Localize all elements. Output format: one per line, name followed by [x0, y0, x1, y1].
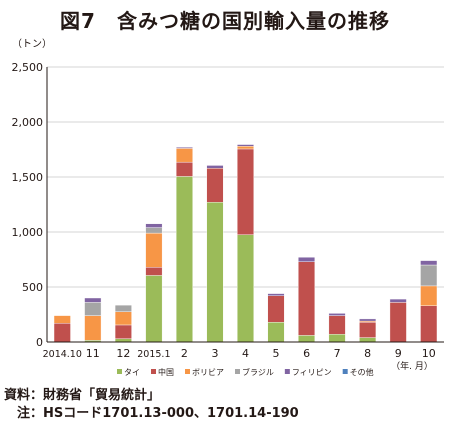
bar-segment — [237, 148, 254, 235]
bar-segment — [298, 335, 316, 343]
bar-segment — [175, 176, 193, 343]
bar-segment — [389, 298, 407, 303]
y-tick-label: 0 — [36, 336, 43, 349]
bar-segment — [359, 337, 377, 343]
axes — [46, 67, 444, 343]
y-tick-label: 2,000 — [12, 116, 44, 129]
x-tick-label: 2014.10 — [43, 349, 82, 360]
legend-label: その他 — [350, 367, 374, 377]
bar-segment — [267, 295, 285, 323]
bar-segment — [145, 227, 163, 234]
y-tick-label: 1,500 — [12, 171, 44, 184]
bar-segment — [175, 161, 193, 177]
x-tick-label: 5 — [273, 347, 280, 360]
bar-segment — [328, 334, 346, 343]
legend-swatch — [117, 369, 122, 374]
bar-segment — [114, 311, 132, 326]
bar-segment — [114, 304, 132, 312]
legend-swatch — [342, 369, 348, 374]
legend-swatch — [185, 369, 190, 374]
bar-segment — [237, 144, 254, 147]
bar-segment — [420, 264, 438, 287]
bar-segment — [175, 148, 193, 163]
y-tick-labels: 0 500 1,000 1,500 2,000 2,500 — [12, 61, 44, 349]
x-tick-label: 4 — [242, 347, 249, 360]
bar-segment — [206, 165, 224, 169]
x-tick-label: 6 — [303, 347, 310, 360]
x-tick-label: 9 — [395, 347, 402, 360]
bar-segment — [267, 322, 285, 343]
legend-label: ブラジル — [242, 367, 274, 377]
x-tick-label: 12 — [116, 347, 130, 360]
stacked-bar-chart: （トン） 0 500 1,000 1,500 2,000 2,500 2014.10 11 1… — [12, 38, 444, 377]
bar-segment — [389, 302, 407, 343]
bar-segment — [267, 293, 285, 297]
bar-segment — [206, 167, 224, 203]
x-tick-label: 8 — [364, 347, 371, 360]
bar-segment — [145, 275, 163, 343]
bars — [53, 144, 438, 343]
x-axis-unit-label: （年. 月） — [391, 360, 433, 372]
bar-segment — [84, 302, 102, 316]
bar-segment — [237, 234, 254, 343]
bar-segment — [145, 267, 163, 276]
bar-segment — [84, 315, 102, 341]
y-axis-unit-label: （トン） — [12, 38, 52, 50]
x-tick-label: 11 — [86, 347, 100, 360]
chart-title: 図7 含みつ糖の国別輸入量の推移 — [60, 9, 390, 33]
y-tick-label: 2,500 — [12, 61, 44, 74]
x-tick-label: 3 — [211, 347, 218, 360]
y-tick-label: 1,000 — [12, 226, 44, 239]
bar-segment — [145, 223, 163, 228]
bar-segment — [298, 257, 316, 262]
x-tick-label: 7 — [334, 347, 341, 360]
bar-segment — [145, 232, 163, 268]
bar-segment — [298, 261, 316, 336]
bar-segment — [175, 147, 193, 149]
bar-segment — [53, 315, 71, 324]
legend-label: 中国 — [158, 367, 174, 377]
legend-swatch — [235, 369, 240, 374]
legend-label: フィリピン — [292, 368, 332, 377]
y-tick-label: 500 — [22, 281, 43, 294]
legend-swatch — [284, 369, 290, 374]
x-tick-label: 2 — [181, 347, 188, 360]
bar-segment — [237, 145, 254, 150]
bar-segment — [328, 313, 346, 316]
legend: タイ 中国 ボリビア ブラジル フィリピン その他 — [117, 367, 374, 377]
legend-swatch — [151, 369, 156, 374]
legend-label: ボリビア — [192, 368, 224, 377]
bar-segment — [420, 285, 438, 306]
bar-segment — [420, 305, 438, 343]
bar-segment — [420, 260, 438, 266]
bar-segment — [84, 297, 102, 303]
x-tick-labels: 2014.10 11 12 2015.1 2 3 4 5 6 7 8 9 10 — [43, 347, 436, 360]
bar-segment — [53, 323, 71, 343]
footnote: 注：HSコード1701.13-000、1701.14-190 — [4, 406, 299, 421]
x-tick-label: 2015.1 — [137, 349, 170, 360]
bar-segment — [359, 318, 377, 322]
source-note: 資料：財務省「貿易統計」 — [4, 388, 161, 403]
bar-segment — [328, 315, 346, 335]
bar-segment — [206, 202, 224, 343]
legend-label: タイ — [124, 368, 140, 377]
bar-segment — [359, 322, 377, 338]
x-tick-label: 10 — [422, 347, 436, 360]
bar-segment — [114, 324, 132, 339]
